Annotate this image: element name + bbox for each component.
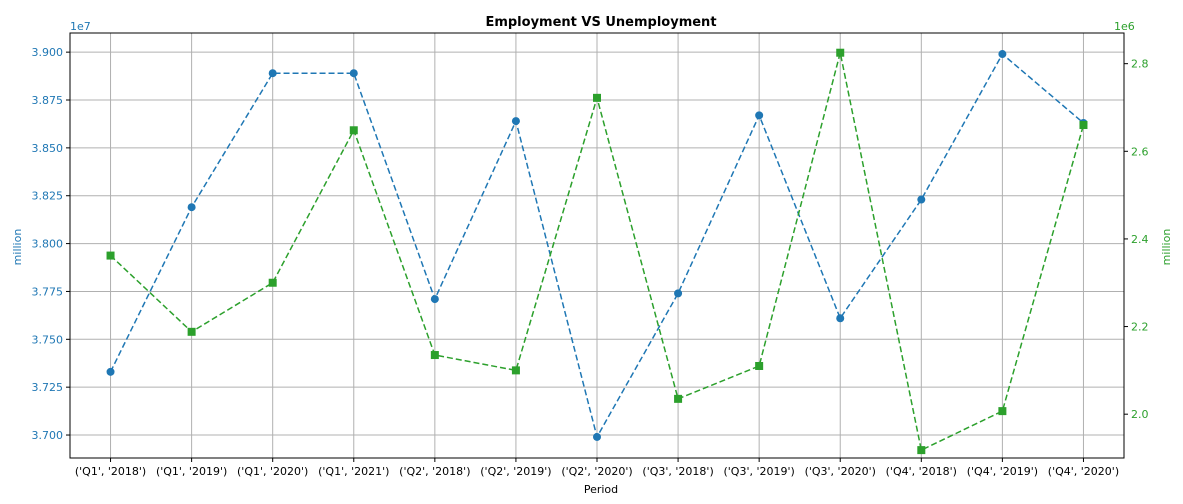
chart-title: Employment VS Unemployment: [485, 15, 716, 30]
right-y-tick-label: 2.2: [1131, 321, 1149, 334]
series-1-point: [430, 295, 439, 304]
left-y-tick-label: 3.850: [32, 142, 64, 155]
series-2-point: [511, 366, 520, 375]
series-2-point: [1079, 121, 1088, 130]
right-y-tick-label: 2.4: [1131, 233, 1149, 246]
series-1-point: [917, 195, 926, 204]
x-tick-label: ('Q1', '2020'): [237, 465, 308, 478]
left-y-tick-label: 3.800: [32, 238, 64, 251]
series-2-point: [187, 327, 196, 336]
left-y-tick-label: 3.875: [32, 94, 64, 107]
x-tick-label: ('Q3', '2018'): [642, 465, 713, 478]
series-2-point: [268, 278, 277, 287]
series-2-point: [917, 446, 926, 455]
series-2-point: [430, 351, 439, 360]
series-2-point: [755, 361, 764, 370]
x-tick-label: ('Q4', '2018'): [886, 465, 957, 478]
series-1-point: [998, 50, 1007, 59]
series-1-point: [187, 203, 196, 212]
x-tick-label: ('Q3', '2020'): [805, 465, 876, 478]
left-axis-scale-label: 1e7: [70, 20, 91, 33]
series-markers: [106, 48, 1088, 455]
x-tick-label: ('Q4', '2019'): [967, 465, 1038, 478]
x-tick-label: ('Q1', '2021'): [318, 465, 389, 478]
series-1-point: [106, 367, 115, 376]
axes: ('Q1', '2018') ('Q1', '2019') ('Q1', '2020…: [32, 32, 1149, 478]
series-1-point: [674, 289, 683, 298]
series-1-point: [268, 69, 277, 78]
left-axis-title: million: [11, 229, 24, 266]
left-y-tick-label: 3.700: [32, 429, 64, 442]
right-y-tick-label: 2.8: [1131, 58, 1149, 71]
left-y-tick-label: 3.725: [32, 381, 64, 394]
left-y-tick-label: 3.900: [32, 46, 64, 59]
x-tick-label: ('Q4', '2020'): [1048, 465, 1119, 478]
series-2-point: [674, 394, 683, 403]
x-tick-label: ('Q2', '2018'): [399, 465, 470, 478]
series-1-point: [836, 314, 845, 323]
series-2-point: [836, 48, 845, 57]
right-y-tick-label: 2.6: [1131, 145, 1149, 158]
plot-frame: [69, 32, 1125, 459]
series-1-point: [511, 117, 520, 126]
x-tick-label: ('Q2', '2020'): [561, 465, 632, 478]
right-y-tick-label: 2.0: [1131, 408, 1149, 421]
right-axis-scale-label: 1e6: [1114, 20, 1135, 33]
x-tick-label: ('Q1', '2018'): [75, 465, 146, 478]
series-2-point: [106, 251, 115, 260]
left-y-tick-label: 3.825: [32, 190, 64, 203]
series-1-point: [755, 111, 764, 120]
series-1-point: [593, 432, 601, 441]
x-axis-title: Period: [584, 483, 618, 496]
series-2-point: [998, 407, 1007, 416]
series-1-point: [349, 69, 358, 78]
series-2-point: [593, 93, 601, 102]
left-y-tick-label: 3.750: [32, 333, 64, 346]
x-tick-label: ('Q2', '2019'): [480, 465, 551, 478]
x-tick-label: ('Q3', '2019'): [723, 465, 794, 478]
series-2-point: [349, 126, 358, 135]
left-y-tick-label: 3.775: [32, 285, 64, 298]
x-tick-label: ('Q1', '2019'): [156, 465, 227, 478]
right-axis-title: million: [1160, 229, 1173, 266]
